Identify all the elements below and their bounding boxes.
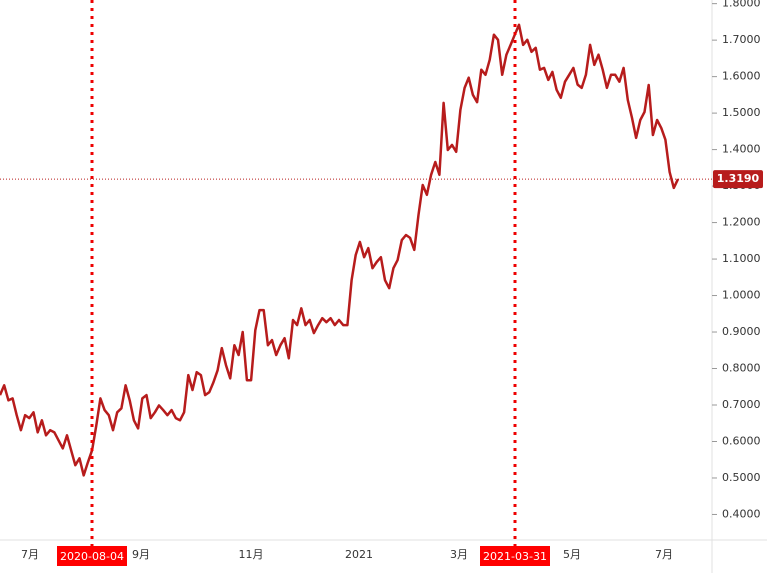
x-tick-label: 9月 [132, 548, 150, 561]
marker-box [480, 546, 550, 566]
y-tick-label: 0.8000 [722, 362, 761, 375]
y-tick-label: 0.6000 [722, 434, 761, 447]
y-tick-label: 1.8000 [722, 0, 761, 10]
x-tick-label: 7月 [21, 548, 39, 561]
x-tick-label: 5月 [563, 548, 581, 561]
last-price-label: 1.3190 [717, 172, 760, 185]
x-tick-label: 2021 [345, 548, 373, 561]
y-tick-label: 0.9000 [722, 325, 761, 338]
y-tick-label: 0.5000 [722, 471, 761, 484]
y-tick-label: 1.5000 [722, 106, 761, 119]
y-tick-label: 0.4000 [722, 507, 761, 520]
price-line [0, 23, 680, 477]
y-tick-label: 1.0000 [722, 289, 761, 302]
marker-label: 2021-03-31 [483, 550, 547, 563]
y-tick-label: 1.7000 [722, 33, 761, 46]
y-tick-label: 1.4000 [722, 143, 761, 156]
y-tick-label: 1.2000 [722, 216, 761, 229]
x-tick-label: 3月 [450, 548, 468, 561]
y-tick-label: 1.1000 [722, 252, 761, 265]
marker-label: 2020-08-04 [60, 550, 124, 563]
last-price-box [713, 170, 763, 189]
y-tick-label: 1.6000 [722, 70, 761, 83]
x-tick-label: 7月 [655, 548, 673, 561]
x-tick-label: 11月 [239, 548, 264, 561]
marker-box [57, 546, 127, 566]
y-tick-label: 0.7000 [722, 398, 761, 411]
